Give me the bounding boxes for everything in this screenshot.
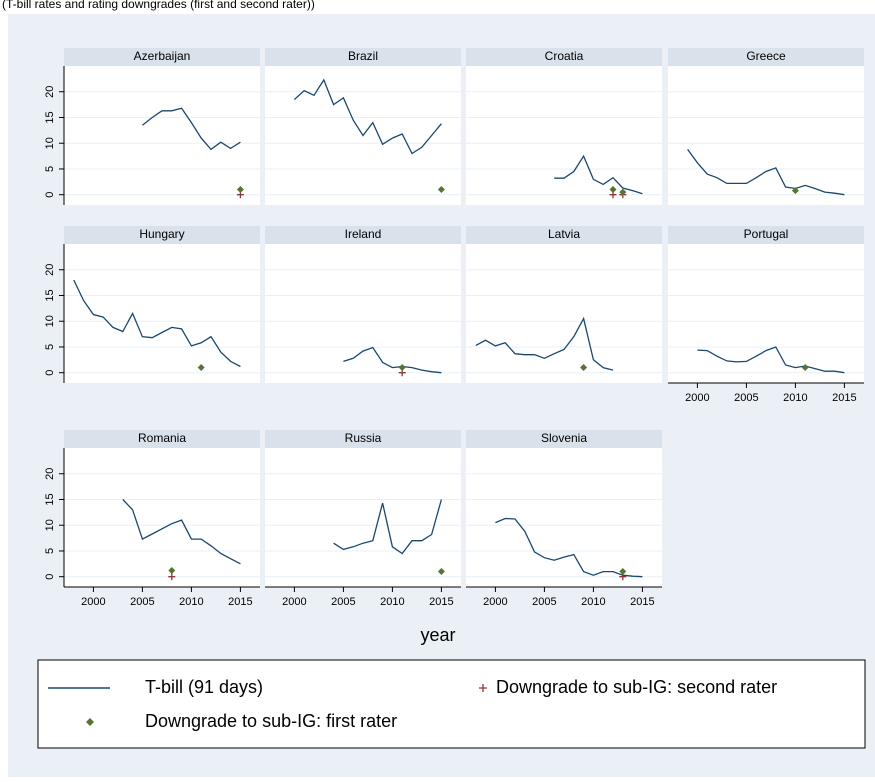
panel-header [466,430,662,448]
y-tick-label: 5 [44,344,56,350]
y-tick-label: 10 [44,137,56,149]
x-axis-title: year [420,625,455,645]
y-tick-label: 5 [44,548,56,554]
x-tick-label: 2015 [832,392,856,404]
legend-label: Downgrade to sub-IG: second rater [496,677,777,697]
y-tick-label: 20 [44,86,56,98]
tbill-line [333,499,443,555]
first-rater-marker [168,567,176,575]
legend-box [37,659,866,749]
y-tick-label: 10 [44,519,56,531]
panel-title: Brazil [348,49,378,63]
first-rater-marker [197,364,205,372]
tbill-line [554,154,643,195]
legend-swatch [479,684,487,692]
plot-area [265,244,461,383]
y-tick-label: 0 [44,574,56,580]
plot-area [265,448,461,587]
tbill-line [141,107,241,151]
panel-header [265,48,461,66]
panel-title: Romania [138,431,186,445]
plot-area [466,66,662,205]
x-tick-label: 2010 [581,596,605,608]
panel-header [466,48,662,66]
y-tick-label: 20 [44,468,56,480]
x-tick-label: 2005 [331,596,355,608]
panel-title: Portugal [744,227,789,241]
x-tick-label: 2005 [130,596,154,608]
panel-header [265,226,461,244]
panel-title: Russia [345,431,382,445]
first-rater-marker [580,364,588,372]
panel-header [265,430,461,448]
x-tick-label: 2000 [282,596,306,608]
panel-title: Ireland [345,227,382,241]
first-rater-marker [801,364,809,372]
panel-title: Slovenia [541,431,587,445]
tbill-line [495,517,643,578]
panel-title: Latvia [548,227,580,241]
plot-area [466,448,662,587]
y-tick-label: 0 [44,370,56,376]
panel-title: Hungary [139,227,184,241]
tbill-line [697,346,845,374]
x-tick-label: 2015 [429,596,453,608]
x-tick-label: 2005 [734,392,758,404]
x-tick-label: 2000 [81,596,105,608]
x-tick-label: 2010 [380,596,404,608]
y-tick-label: 15 [44,111,56,123]
x-tick-label: 2000 [483,596,507,608]
first-rater-marker [791,187,799,195]
first-rater-marker [236,186,244,194]
tbill-line [293,78,442,155]
y-tick-label: 5 [44,166,56,172]
first-rater-marker [398,364,406,372]
panel-header [64,430,260,448]
plot-area [668,244,864,383]
panel-header [64,226,260,244]
x-tick-label: 2015 [228,596,252,608]
plot-area [64,244,260,383]
first-rater-marker [437,568,445,576]
y-tick-label: 15 [44,289,56,301]
x-tick-label: 2005 [532,596,556,608]
panel-title: Croatia [545,49,584,63]
x-tick-label: 2000 [685,392,709,404]
legend-swatch [86,718,94,726]
y-tick-label: 20 [44,264,56,276]
y-tick-label: 10 [44,315,56,327]
x-tick-label: 2015 [630,596,654,608]
legend-label: Downgrade to sub-IG: first rater [145,711,397,731]
first-rater-marker [609,186,617,194]
panel-header [668,48,864,66]
legend-label: T-bill (91 days) [145,677,263,697]
tbill-line [687,149,845,196]
x-tick-label: 2010 [783,392,807,404]
panel-title: Greece [746,49,786,63]
first-rater-marker [619,568,627,576]
panel-title: Azerbaijan [134,49,191,63]
plot-area [668,66,864,205]
chart-title: (T-bill rates and rating downgrades (fir… [2,0,315,11]
tbill-line [122,499,241,565]
first-rater-marker [619,188,627,196]
plot-area [64,66,260,205]
x-tick-label: 2010 [179,596,203,608]
panel-header [466,226,662,244]
y-tick-label: 15 [44,493,56,505]
second-rater-marker [168,573,176,581]
tbill-line [475,316,614,371]
tbill-line [73,279,241,368]
y-tick-label: 0 [44,192,56,198]
panel-header [64,48,260,66]
plot-area [64,448,260,587]
first-rater-marker [437,186,445,194]
panel-header [668,226,864,244]
tbill-line [343,346,442,374]
plot-area [466,244,662,383]
